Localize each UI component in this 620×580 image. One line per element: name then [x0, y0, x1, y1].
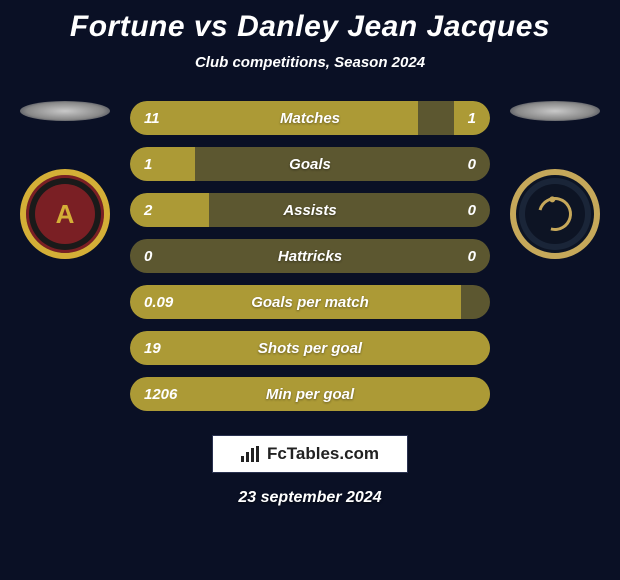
right-team-col: [500, 101, 610, 259]
stat-label: Matches: [130, 110, 490, 127]
stat-label: Goals per match: [130, 294, 490, 311]
right-team-crest: [510, 169, 600, 259]
stat-label: Assists: [130, 202, 490, 219]
stat-value-right: 0: [468, 248, 476, 265]
stat-value-right: 0: [468, 202, 476, 219]
stat-bar: 2Assists0: [130, 193, 490, 227]
snake-icon: [532, 191, 578, 237]
stat-bar: 0.09Goals per match: [130, 285, 490, 319]
page-title: Fortune vs Danley Jean Jacques: [70, 10, 550, 44]
main-row: A 11Matches11Goals02Assists00Hattricks00…: [0, 101, 620, 411]
brand-text: FcTables.com: [267, 444, 379, 464]
stat-value-right: 0: [468, 156, 476, 173]
date-text: 23 september 2024: [238, 489, 381, 507]
stat-value-right: 1: [468, 110, 476, 127]
stat-bar: 1Goals0: [130, 147, 490, 181]
subtitle: Club competitions, Season 2024: [195, 54, 425, 71]
left-team-crest: A: [20, 169, 110, 259]
brand-box: FcTables.com: [212, 435, 408, 473]
comparison-card: Fortune vs Danley Jean Jacques Club comp…: [0, 0, 620, 580]
stat-bar: 1206Min per goal: [130, 377, 490, 411]
stat-bar: 11Matches1: [130, 101, 490, 135]
left-team-col: A: [10, 101, 120, 259]
stat-label: Goals: [130, 156, 490, 173]
stats-column: 11Matches11Goals02Assists00Hattricks00.0…: [130, 101, 490, 411]
left-crest-letter: A: [35, 184, 95, 244]
player-shadow-left: [20, 101, 110, 121]
stat-label: Shots per goal: [130, 340, 490, 357]
stat-label: Min per goal: [130, 386, 490, 403]
stat-bar: 0Hattricks0: [130, 239, 490, 273]
stat-label: Hattricks: [130, 248, 490, 265]
footer: FcTables.com 23 september 2024: [212, 435, 408, 507]
player-shadow-right: [510, 101, 600, 121]
stat-bar: 19Shots per goal: [130, 331, 490, 365]
bars-icon: [241, 446, 259, 462]
